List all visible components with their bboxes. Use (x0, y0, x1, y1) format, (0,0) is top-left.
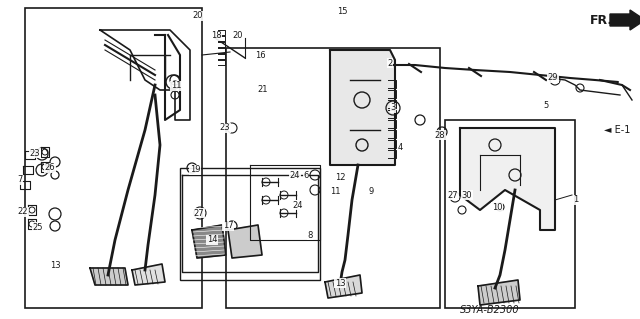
Text: 17: 17 (223, 221, 234, 231)
Text: 11: 11 (171, 81, 181, 91)
Text: 7: 7 (17, 175, 22, 184)
Text: 16: 16 (255, 50, 266, 60)
Text: 24: 24 (290, 170, 300, 180)
Text: 20: 20 (233, 32, 243, 41)
Text: 24: 24 (292, 201, 303, 210)
Text: 26: 26 (45, 164, 55, 173)
Text: 29: 29 (548, 73, 558, 83)
Text: FR.: FR. (590, 13, 613, 26)
Text: 27: 27 (194, 209, 204, 218)
Polygon shape (90, 268, 128, 285)
Text: 22: 22 (18, 207, 28, 217)
Text: 27: 27 (448, 190, 458, 199)
Text: 11: 11 (330, 188, 340, 197)
Polygon shape (330, 50, 395, 165)
Text: 2: 2 (387, 58, 392, 68)
Text: 18: 18 (211, 32, 221, 41)
Text: 10: 10 (492, 203, 502, 211)
Polygon shape (192, 225, 226, 258)
Text: S3YA-B2300: S3YA-B2300 (460, 305, 520, 315)
Text: 15: 15 (337, 8, 348, 17)
Text: 1: 1 (573, 196, 579, 204)
Text: 20: 20 (193, 11, 204, 20)
Text: 21: 21 (258, 85, 268, 94)
Text: 13: 13 (335, 278, 346, 287)
Polygon shape (460, 128, 555, 230)
Text: 23: 23 (220, 123, 230, 132)
Polygon shape (325, 275, 362, 298)
Bar (25, 8, 202, 308)
Text: 9: 9 (369, 188, 374, 197)
Bar (180, 168, 320, 280)
Text: 6: 6 (303, 170, 308, 180)
Text: 23: 23 (29, 149, 40, 158)
Text: 4: 4 (397, 144, 403, 152)
Text: 3: 3 (390, 103, 396, 113)
Text: 8: 8 (307, 231, 313, 240)
Bar (226, 48, 440, 308)
Text: 14: 14 (207, 235, 217, 244)
Polygon shape (228, 225, 262, 258)
Text: 25: 25 (33, 222, 44, 232)
Polygon shape (478, 280, 520, 305)
Bar (445, 120, 575, 308)
Text: 13: 13 (50, 261, 60, 270)
Text: 28: 28 (435, 130, 445, 139)
Text: 19: 19 (189, 166, 200, 174)
Polygon shape (132, 264, 165, 285)
Polygon shape (610, 10, 640, 30)
Text: 30: 30 (461, 190, 472, 199)
Text: 12: 12 (335, 174, 345, 182)
Text: ◄ E-1: ◄ E-1 (604, 125, 630, 135)
Text: 5: 5 (543, 100, 548, 109)
